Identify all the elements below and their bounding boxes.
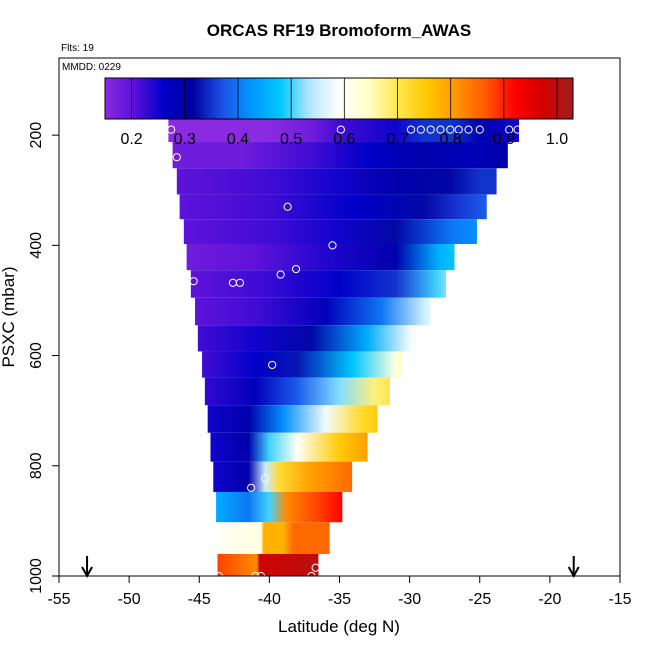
heatmap-band bbox=[217, 553, 319, 576]
y-tick-label: 800 bbox=[28, 452, 45, 479]
heatmap-band bbox=[172, 142, 508, 169]
colorbar-tick-label: 0.9 bbox=[493, 131, 515, 148]
x-axis: -55 -50 -45 -40 -35 -30 -25 -20 -15 bbox=[47, 576, 632, 608]
sample-marker bbox=[172, 153, 181, 162]
sample-marker bbox=[513, 125, 522, 134]
x-tick-label: -25 bbox=[468, 591, 491, 608]
sample-marker bbox=[416, 125, 425, 134]
sample-marker bbox=[475, 125, 484, 134]
sample-marker bbox=[464, 125, 473, 134]
flights-annotation: Flts: 19 bbox=[61, 43, 94, 54]
heatmap-band bbox=[197, 325, 419, 352]
heatmap-band bbox=[186, 243, 455, 271]
sample-marker bbox=[446, 125, 455, 134]
heatmap-band bbox=[176, 168, 497, 195]
heatmap-band bbox=[168, 118, 520, 143]
heatmap-band bbox=[210, 432, 368, 462]
sample-marker bbox=[505, 125, 514, 134]
colorbar-tick-label: 0.7 bbox=[386, 131, 408, 148]
x-tick-label: -45 bbox=[188, 591, 211, 608]
x-tick-label: -55 bbox=[47, 591, 70, 608]
heatmap-band bbox=[217, 522, 330, 554]
heatmap-band bbox=[183, 219, 477, 244]
heatmap-band bbox=[179, 194, 487, 220]
y-axis: 200 400 600 800 1000 bbox=[28, 122, 59, 594]
y-tick-label: 600 bbox=[28, 342, 45, 369]
sample-marker bbox=[167, 125, 176, 134]
x-axis-label: Latitude (deg N) bbox=[278, 617, 400, 636]
heatmap-bands bbox=[168, 118, 520, 576]
sample-marker bbox=[268, 360, 277, 370]
heatmap-band bbox=[216, 491, 343, 523]
sample-marker bbox=[311, 563, 320, 572]
sample-marker bbox=[291, 264, 301, 274]
heatmap-band bbox=[190, 270, 447, 298]
heatmap-band bbox=[204, 377, 390, 406]
heatmap-band bbox=[213, 461, 353, 492]
heatmap-band bbox=[195, 297, 431, 326]
sample-marker bbox=[283, 202, 292, 211]
colorbar-gradient bbox=[105, 78, 573, 119]
colorbar: 0.2 0.3 0.4 0.5 0.6 0.7 0.8 0.9 1.0 bbox=[104, 77, 574, 148]
y-axis-label: PSXC (mbar) bbox=[0, 266, 18, 367]
heatmap-band bbox=[207, 405, 378, 433]
x-tick-label: -40 bbox=[258, 591, 281, 608]
sample-marker bbox=[328, 241, 337, 250]
colorbar-tick-label: 0.3 bbox=[174, 131, 196, 148]
sample-marker bbox=[426, 125, 435, 134]
colorbar-frame bbox=[104, 77, 574, 120]
colorbar-tick-label: 0.2 bbox=[120, 131, 142, 148]
sample-marker bbox=[454, 125, 463, 134]
sample-marker bbox=[406, 125, 416, 134]
date-annotation: MMDD: 0229 bbox=[62, 62, 121, 73]
sample-marker bbox=[261, 474, 270, 483]
x-tick-label: -35 bbox=[328, 591, 351, 608]
y-tick-label: 1000 bbox=[28, 558, 45, 594]
colorbar-tick-label: 0.4 bbox=[227, 131, 249, 148]
x-tick-label: -50 bbox=[118, 591, 141, 608]
x-tick-label: -15 bbox=[608, 591, 631, 608]
colorbar-tick-label: 0.8 bbox=[440, 131, 462, 148]
sample-marker bbox=[276, 270, 285, 279]
y-tick-label: 200 bbox=[28, 122, 45, 149]
sample-marker bbox=[336, 125, 346, 134]
heatmap-band bbox=[202, 351, 402, 378]
arrows bbox=[81, 556, 580, 579]
sample-marker bbox=[189, 277, 198, 286]
chart-title: ORCAS RF19 Bromoform_AWAS bbox=[207, 21, 471, 40]
colorbar-tick-label: 0.5 bbox=[280, 131, 302, 148]
sample-marker bbox=[235, 278, 245, 287]
colorbar-tick-label: 1.0 bbox=[546, 131, 568, 148]
colorbar-tick-label: 0.6 bbox=[333, 131, 355, 148]
sample-marker bbox=[436, 125, 445, 134]
x-tick-label: -30 bbox=[398, 591, 421, 608]
sample-marker bbox=[247, 483, 256, 492]
x-tick-label: -20 bbox=[538, 591, 561, 608]
y-tick-label: 400 bbox=[28, 232, 45, 259]
sample-marker bbox=[202, 480, 211, 490]
